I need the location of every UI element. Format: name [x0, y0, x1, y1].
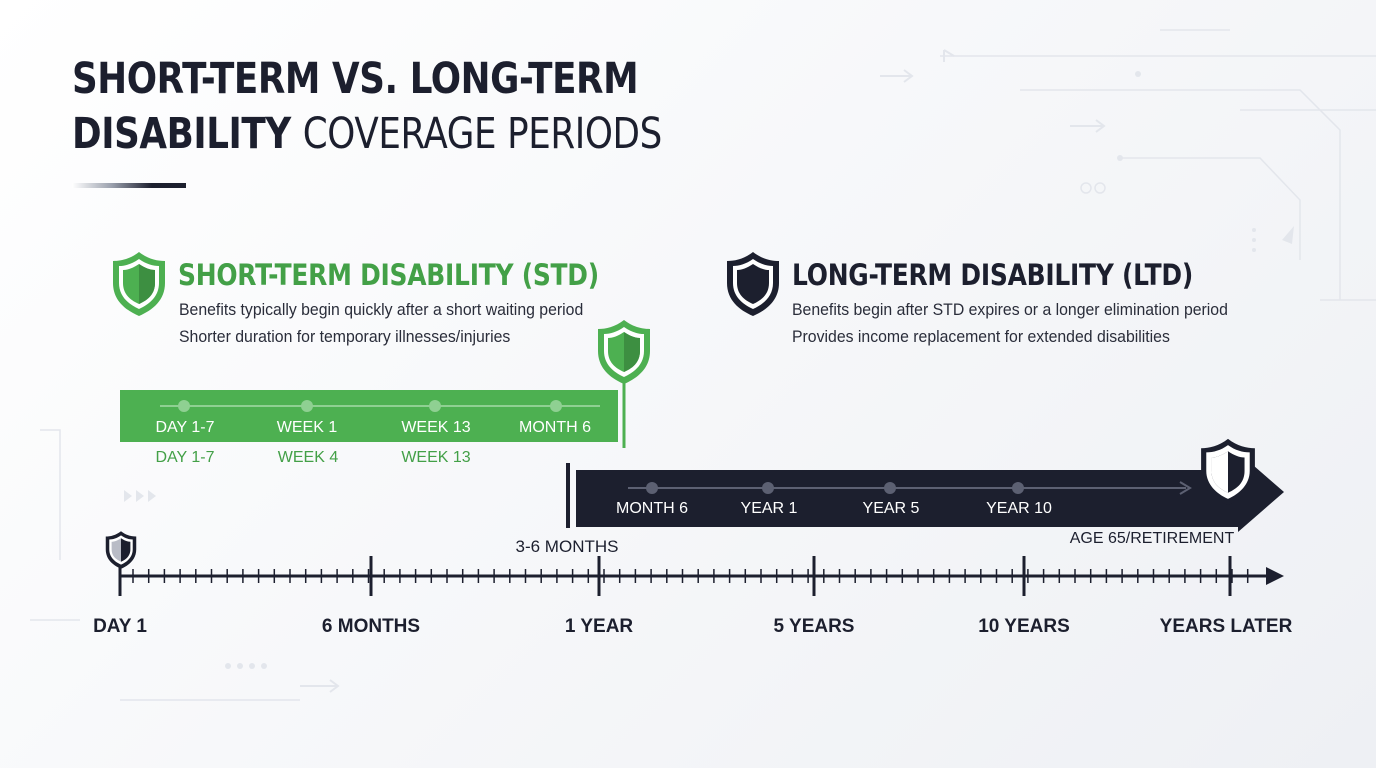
shield-icon: [1201, 438, 1255, 506]
page-title: SHORT-TERM VS. LONG-TERM DISABILITY COVE…: [72, 52, 662, 162]
std-desc-line-1: Benefits typically begin quickly after a…: [179, 300, 584, 319]
ltd-bar-label: YEAR 10: [986, 500, 1052, 517]
shield-icon: [113, 252, 165, 316]
title-line-2-bold: DISABILITY: [72, 109, 291, 159]
std-heading: SHORT-TERM DISABILITY (STD): [178, 258, 599, 292]
shield-icon: [105, 531, 137, 569]
std-below-label: WEEK 4: [277, 449, 339, 466]
std-bar-label: WEEK 13: [401, 419, 471, 436]
ltd-bar-label: YEAR 1: [740, 500, 798, 517]
std-coverage-bar: [120, 390, 618, 442]
ltd-desc-line-1: Benefits begin after STD expires or a lo…: [792, 300, 1228, 319]
std-bar-label: DAY 1-7: [155, 419, 215, 436]
std-bar-label: MONTH 6: [519, 419, 591, 436]
timeline-label: 6 MONTHS: [321, 616, 421, 637]
timeline-label: DAY 1: [93, 616, 147, 637]
shield-icon: [727, 252, 779, 316]
std-below-label: DAY 1-7: [155, 449, 215, 466]
std-bar-label: WEEK 1: [276, 419, 338, 436]
ltd-bar-label: MONTH 6: [616, 500, 688, 517]
ltd-heading: LONG-TERM DISABILITY (LTD): [792, 258, 1194, 292]
timeline-label: 5 YEARS: [773, 616, 855, 637]
timeline-label: YEARS LATER: [1159, 616, 1293, 637]
title-underline: [72, 183, 186, 188]
ltd-bar-label: YEAR 5: [862, 500, 920, 517]
ltd-end-label: AGE 65/RETIREMENT: [1069, 530, 1235, 547]
shield-icon: [598, 320, 650, 384]
transition-label: 3-6 MONTHS: [515, 537, 619, 556]
timeline-label: 1 YEAR: [564, 616, 634, 637]
title-line-2-light: COVERAGE PERIODS: [302, 109, 662, 159]
timeline-label: 10 YEARS: [978, 616, 1070, 637]
std-below-label: WEEK 13: [401, 449, 471, 466]
title-line-1: SHORT-TERM VS. LONG-TERM: [72, 54, 639, 104]
std-desc-line-2: Shorter duration for temporary illnesses…: [179, 327, 511, 346]
ltd-desc-line-2: Provides income replacement for extended…: [792, 327, 1170, 346]
